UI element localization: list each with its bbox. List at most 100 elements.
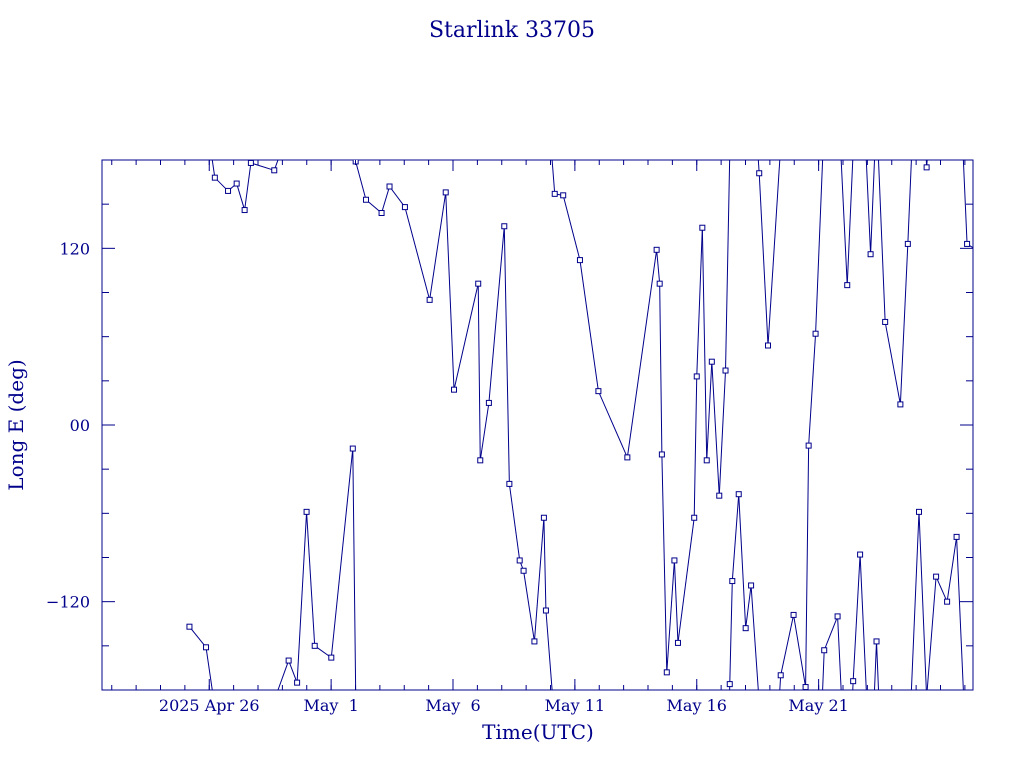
y-tick-label: 120 <box>59 239 90 258</box>
data-point <box>486 400 491 405</box>
series-segment <box>678 518 694 643</box>
series-segment <box>524 571 535 642</box>
plot-frame <box>102 160 973 690</box>
data-point <box>478 458 483 463</box>
series-segment <box>866 160 870 254</box>
data-point <box>766 343 771 348</box>
series-segment <box>824 616 837 650</box>
data-point <box>212 175 217 180</box>
series-segment <box>957 537 964 690</box>
series-segment <box>480 403 489 460</box>
series-segment <box>546 611 552 691</box>
series-segment <box>781 615 794 675</box>
data-point <box>543 608 548 613</box>
series-segment <box>877 641 879 690</box>
data-point <box>675 640 680 645</box>
series-segment <box>871 160 875 254</box>
data-point <box>541 515 546 520</box>
series-segment <box>307 512 315 646</box>
series-segment <box>430 192 446 299</box>
data-point <box>521 568 526 573</box>
data-point <box>596 389 601 394</box>
series-segment <box>674 560 678 642</box>
series-segment <box>936 577 947 602</box>
data-point <box>226 188 231 193</box>
data-point <box>791 612 796 617</box>
data-point <box>427 297 432 302</box>
series-segment <box>816 160 823 334</box>
data-point <box>329 655 334 660</box>
series-segment <box>860 555 866 690</box>
data-point <box>924 165 929 170</box>
series-segment <box>390 187 405 208</box>
data-point <box>476 281 481 286</box>
data-point <box>883 319 888 324</box>
data-point <box>704 458 709 463</box>
x-tick-label: May 21 <box>788 696 848 715</box>
data-point <box>709 359 714 364</box>
data-point <box>898 402 903 407</box>
data-point <box>917 509 922 514</box>
series-segment <box>885 322 900 404</box>
series-segment <box>875 641 877 690</box>
series-segment <box>405 207 430 300</box>
series-segment <box>478 284 480 461</box>
series-segment <box>726 160 730 371</box>
series-segment <box>823 650 825 690</box>
series-segment <box>947 537 956 602</box>
y-tick-label: 00 <box>70 416 90 435</box>
data-point <box>234 181 239 186</box>
series-segment <box>627 250 656 458</box>
series-segment <box>841 160 847 285</box>
data-point <box>387 184 392 189</box>
series-segment <box>353 449 356 690</box>
series-segment <box>278 661 289 690</box>
data-point <box>507 481 512 486</box>
data-point <box>717 493 722 498</box>
data-point <box>987 256 992 261</box>
data-point <box>664 670 669 675</box>
data-point <box>657 281 662 286</box>
chart-title: Starlink 33705 <box>429 18 595 43</box>
data-point <box>187 624 192 629</box>
series-segment <box>297 512 306 683</box>
data-point <box>350 446 355 451</box>
series-segment <box>806 446 809 687</box>
series-segment <box>908 160 912 244</box>
series-segment <box>746 585 751 628</box>
series-segment <box>838 616 842 690</box>
data-point <box>743 626 748 631</box>
data-point <box>363 197 368 202</box>
series-segment <box>251 163 274 170</box>
data-point <box>517 558 522 563</box>
series-segment <box>732 494 738 581</box>
data-point <box>1000 166 1005 171</box>
series-segment <box>667 560 675 672</box>
data-point <box>204 645 209 650</box>
series-segment <box>382 187 390 214</box>
series-segment <box>927 577 936 690</box>
data-point <box>822 648 827 653</box>
data-point <box>295 680 300 685</box>
data-point <box>379 211 384 216</box>
data-point <box>402 205 407 210</box>
data-point <box>845 283 850 288</box>
series-segment <box>237 184 245 211</box>
series-segment <box>662 454 667 672</box>
series-segment <box>534 518 543 642</box>
data-point <box>954 534 959 539</box>
data-point <box>552 191 557 196</box>
data-point <box>965 241 970 246</box>
series-segment <box>719 371 725 496</box>
data-point <box>945 599 950 604</box>
x-tick-label: May 11 <box>545 696 605 715</box>
series-segment <box>356 161 366 199</box>
data-point <box>304 509 309 514</box>
series-segment <box>712 362 719 496</box>
series-segment <box>794 615 806 687</box>
data-point <box>286 658 291 663</box>
series-segment <box>552 160 555 194</box>
series-segment <box>509 484 519 561</box>
